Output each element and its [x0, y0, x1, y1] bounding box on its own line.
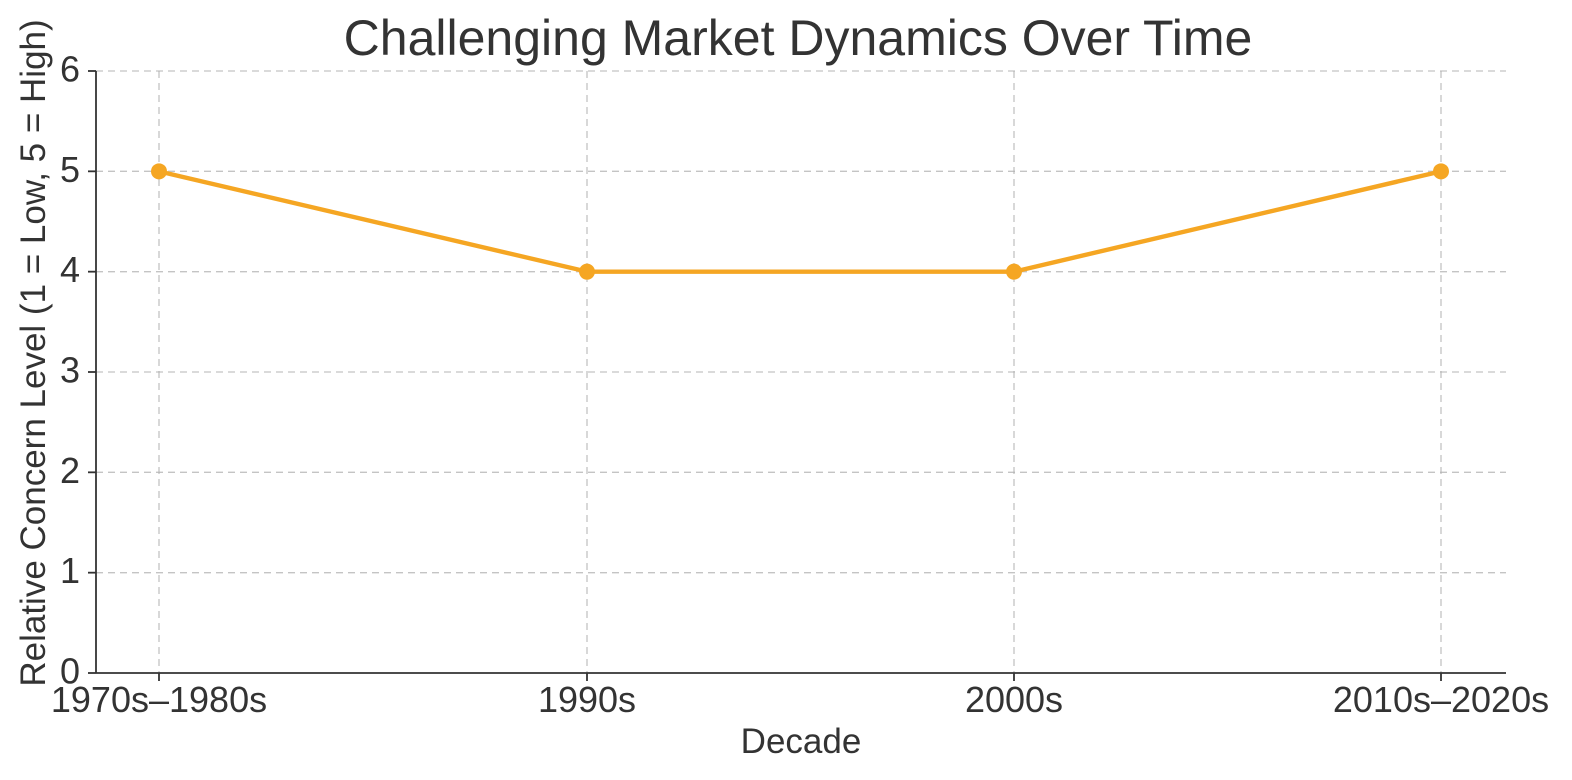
svg-text:Decade: Decade: [741, 722, 862, 761]
svg-text:1970s–1980s: 1970s–1980s: [51, 679, 267, 720]
svg-text:2010s–2020s: 2010s–2020s: [1333, 679, 1549, 720]
svg-text:4: 4: [60, 249, 80, 290]
svg-text:2000s: 2000s: [965, 679, 1063, 720]
svg-text:6: 6: [60, 49, 80, 90]
svg-text:2: 2: [60, 450, 80, 491]
svg-text:Relative Concern Level (1 = Lo: Relative Concern Level (1 = Low, 5 = Hig…: [14, 19, 53, 686]
svg-text:1990s: 1990s: [538, 679, 636, 720]
svg-text:3: 3: [60, 350, 80, 391]
svg-text:1: 1: [60, 550, 80, 591]
svg-text:Challenging Market Dynamics Ov: Challenging Market Dynamics Over Time: [344, 10, 1253, 66]
svg-text:5: 5: [60, 149, 80, 190]
